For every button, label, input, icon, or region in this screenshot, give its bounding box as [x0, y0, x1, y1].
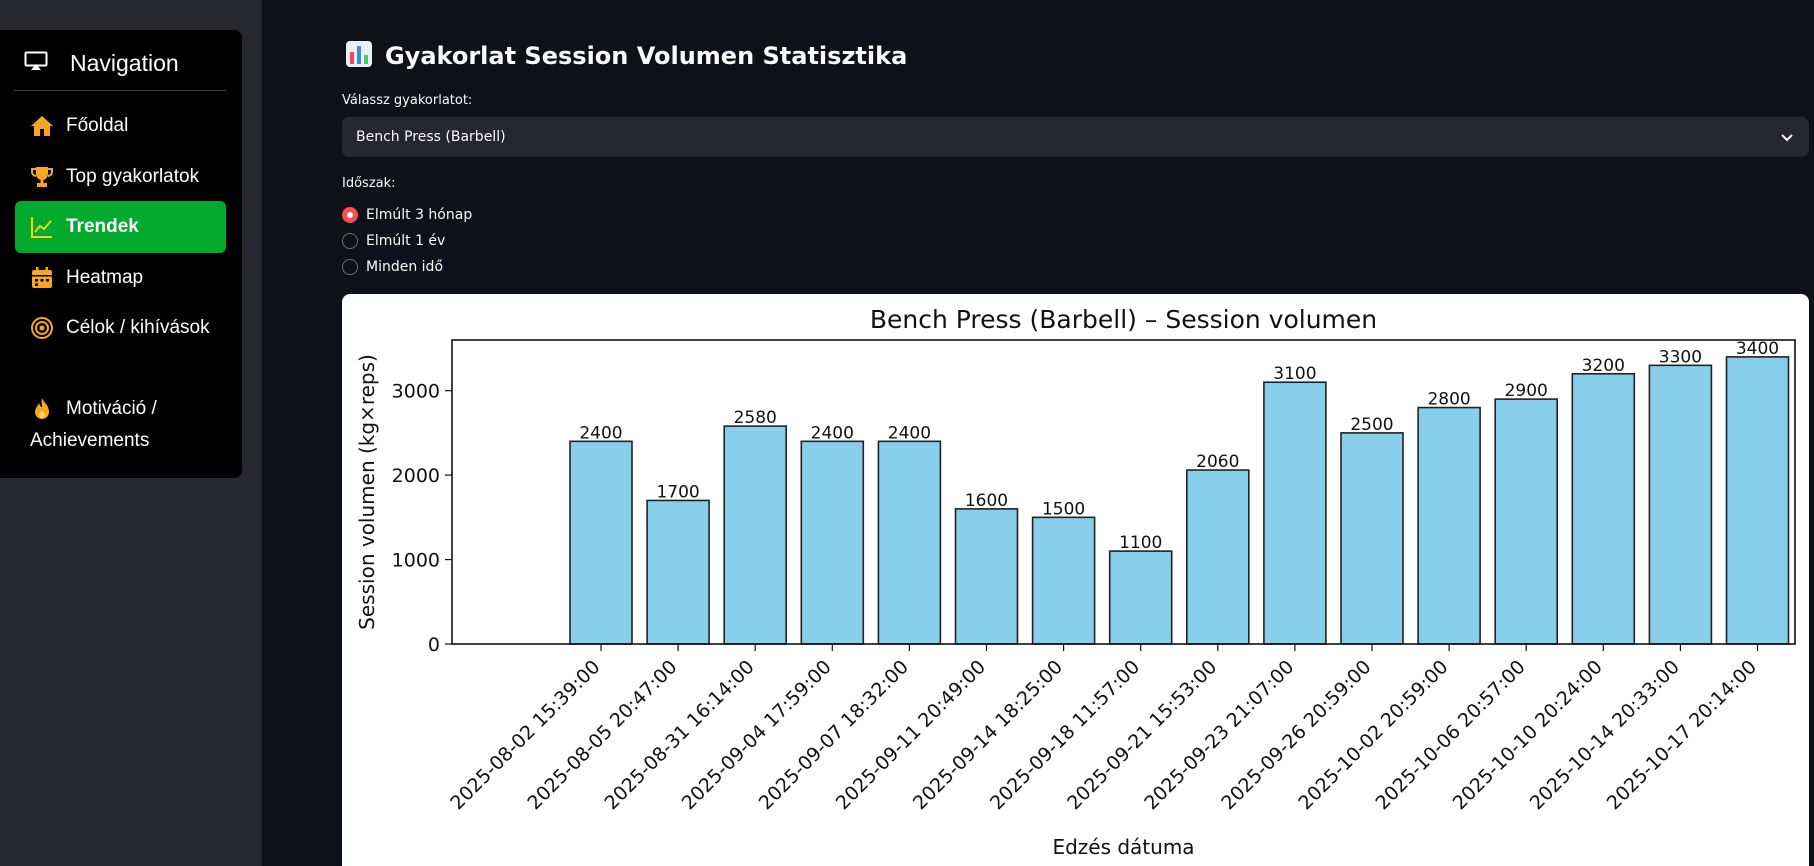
chart-x-tick-label: 2025-10-14 20:33:00 — [1526, 656, 1684, 814]
chart-data-label: 2580 — [734, 408, 777, 428]
chart-bar — [1725, 356, 1790, 645]
chart-data-label: 2500 — [1350, 415, 1393, 435]
chart-x-tick-label: 2025-08-05 20:47:00 — [523, 656, 681, 814]
nav-item-label: Top gyakorlatok — [66, 166, 200, 187]
chart-bar — [646, 499, 710, 645]
nav-item-heatmap[interactable]: Heatmap — [15, 252, 226, 304]
radio-label: Minden idő — [366, 259, 444, 275]
chevron-down-icon — [1779, 129, 1795, 149]
chart-bar — [723, 425, 788, 645]
target-icon — [30, 312, 56, 344]
chart-data-label: 2800 — [1427, 390, 1470, 410]
chart-x-tick-label: 2025-09-21 15:53:00 — [1063, 656, 1221, 814]
chart-frame — [451, 339, 1796, 645]
navigation-title: Navigation — [70, 49, 179, 76]
chart-x-tick-label: 2025-09-26 20:59:00 — [1217, 656, 1375, 814]
volume-chart: Bench Press (Barbell) – Session volumen 2… — [342, 294, 1809, 866]
radio-unselected-icon — [342, 233, 358, 249]
chart-data-label: 2060 — [1196, 452, 1239, 472]
chart-bar — [1108, 550, 1173, 645]
nav-item-top-gyakorlatok[interactable]: Top gyakorlatok — [15, 151, 226, 203]
chart-x-tick-label: 2025-08-31 16:14:00 — [600, 656, 758, 814]
chart-bar — [1494, 398, 1558, 645]
chart-data-label: 2900 — [1505, 381, 1548, 401]
chart-bar — [1263, 381, 1327, 645]
nav-item-label: Célok / kihívások — [66, 317, 210, 338]
chart-x-tick-label: 2025-08-02 15:39:00 — [446, 656, 604, 814]
exercise-select[interactable]: Bench Press (Barbell) — [342, 117, 1809, 157]
chart-bar — [1340, 432, 1404, 645]
chart-bar — [1571, 372, 1636, 645]
page-title: Gyakorlat Session Volumen Statisztika — [345, 38, 907, 74]
chart-title: Bench Press (Barbell) – Session volumen — [870, 305, 1377, 334]
chart-x-tick-label: 2025-10-06 20:57:00 — [1371, 656, 1529, 814]
chart-y-axis-label: Session volumen (kg×reps) — [355, 354, 379, 630]
chart-data-label: 3400 — [1736, 339, 1779, 359]
navigation-divider — [14, 90, 226, 91]
nav-item-fooldal[interactable]: Főoldal — [15, 100, 226, 152]
airplay-icon — [24, 50, 48, 77]
chart-data-label: 1600 — [965, 491, 1008, 511]
chart-bar — [800, 440, 865, 645]
chart-data-label: 2400 — [888, 423, 931, 443]
chart-x-tick-label: 2025-09-11 20:49:00 — [832, 656, 990, 814]
chart-data-label: 1700 — [656, 482, 699, 502]
chart-y-tick-label: 2000 — [392, 465, 440, 487]
page-title-text: Gyakorlat Session Volumen Statisztika — [385, 42, 908, 70]
nav-item-celok[interactable]: Célok / kihívások — [15, 302, 226, 354]
fire-icon — [30, 393, 56, 425]
nav-item-label: Heatmap — [66, 267, 144, 288]
chart-bar — [877, 440, 942, 645]
home-icon — [30, 110, 56, 142]
chart-x-tick-label: 2025-10-10 20:24:00 — [1449, 656, 1607, 814]
period-option-all-time[interactable]: Minden idő — [342, 257, 443, 277]
calendar-icon — [30, 262, 56, 294]
radio-unselected-icon — [342, 259, 358, 275]
chart-x-tick-label: 2025-10-02 20:59:00 — [1294, 656, 1452, 814]
chart-bar — [1185, 469, 1250, 645]
radio-label: Elmúlt 1 év — [366, 233, 446, 249]
nav-item-label: Trendek — [66, 216, 139, 237]
chart-bar — [1031, 516, 1096, 645]
chart-data-label: 1100 — [1119, 533, 1162, 553]
chart-data-label: 3200 — [1582, 356, 1625, 376]
nav-item-label: Főoldal — [66, 115, 129, 136]
period-option-1-year[interactable]: Elmúlt 1 év — [342, 231, 445, 251]
navigation-menu: Navigation Főoldal Top gyakorlatok Trend… — [0, 30, 242, 478]
chart-data-label: 1500 — [1042, 499, 1085, 519]
volume-chart-svg: Bench Press (Barbell) – Session volumen 2… — [355, 305, 1796, 859]
navigation-header: Navigation — [24, 48, 179, 78]
nav-item-motivacio[interactable]: Motiváció / Achievements — [15, 383, 226, 467]
chart-x-tick-label: 2025-09-14 18:25:00 — [909, 656, 1067, 814]
chart-line-icon — [30, 211, 56, 243]
exercise-select-value: Bench Press (Barbell) — [356, 129, 506, 145]
chart-x-tick-label: 2025-10-17 20:14:00 — [1603, 656, 1761, 814]
chart-x-tick-label: 2025-09-07 18:32:00 — [755, 656, 913, 814]
chart-data-label: 3300 — [1659, 347, 1702, 367]
chart-x-tick-label: 2025-09-04 17:59:00 — [678, 656, 836, 814]
trophy-icon — [30, 161, 56, 193]
chart-x-tick-label: 2025-09-23 21:07:00 — [1140, 656, 1298, 814]
chart-bar — [569, 440, 633, 645]
period-option-3-months[interactable]: Elmúlt 3 hónap — [342, 205, 472, 225]
bar-chart-icon — [345, 40, 373, 72]
chart-data-label: 3100 — [1273, 364, 1316, 384]
period-label: Időszak: — [342, 176, 396, 191]
chart-y-tick-label: 0 — [428, 634, 440, 656]
chart-y-tick-label: 3000 — [392, 381, 440, 403]
radio-label: Elmúlt 3 hónap — [366, 207, 473, 223]
chart-y-tick-label: 1000 — [392, 550, 440, 572]
exercise-select-label: Válassz gyakorlatot: — [342, 93, 473, 108]
chart-data-label: 2400 — [579, 423, 622, 443]
nav-item-trendek[interactable]: Trendek — [15, 201, 226, 253]
radio-selected-icon — [342, 207, 358, 223]
chart-bar — [954, 508, 1019, 645]
chart-bar — [1417, 406, 1481, 645]
chart-data-label: 2400 — [811, 423, 854, 443]
chart-x-tick-label: 2025-09-18 11:57:00 — [986, 656, 1144, 814]
nav-item-label: Motiváció / Achievements — [30, 398, 157, 451]
chart-bar — [1648, 364, 1713, 645]
chart-x-axis-label: Edzés dátuma — [1052, 835, 1194, 859]
